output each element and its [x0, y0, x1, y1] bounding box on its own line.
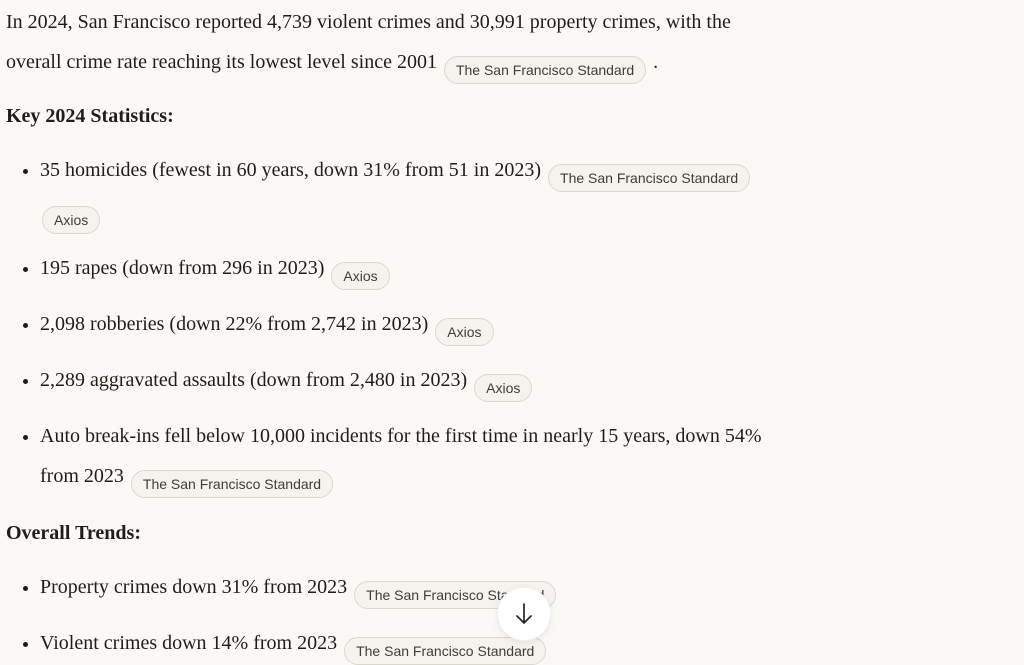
list-item-text: Violent crimes down 14% from 2023 [40, 632, 338, 654]
list-item-text: 2,289 aggravated assaults (down from 2,4… [40, 369, 468, 391]
list-item-text: 2,098 robberies (down 22% from 2,742 in … [40, 313, 429, 335]
intro-paragraph: In 2024, San Francisco reported 4,739 vi… [6, 2, 1004, 84]
citation-pill-sf-standard[interactable]: The San Francisco Standard [130, 470, 334, 498]
citation-pill-sf-standard[interactable]: The San Francisco Standard [344, 637, 547, 665]
list-item-assaults: 2,289 aggravated assaults (down from 2,4… [40, 360, 1004, 402]
list-item-homicides: 35 homicides (fewest in 60 years, down 3… [40, 150, 1004, 234]
list-item-text: 195 rapes (down from 296 in 2023) [40, 257, 325, 279]
citation-pill-sf-standard[interactable]: The San Francisco Standard [548, 164, 751, 192]
list-item-robberies: 2,098 robberies (down 22% from 2,742 in … [40, 304, 1004, 346]
citation-pill-axios[interactable]: Axios [435, 318, 494, 346]
intro-period: . [653, 51, 659, 73]
list-item-rapes: 195 rapes (down from 296 in 2023) Axios [40, 248, 1004, 290]
down-arrow-icon [512, 601, 536, 627]
citation-pill-axios[interactable]: Axios [331, 262, 390, 290]
overall-trends-heading: Overall Trends: [6, 522, 141, 544]
list-item-text-line2: from 2023 [40, 465, 124, 487]
citation-pill-sf-standard[interactable]: The San Francisco Standard [443, 56, 647, 84]
list-item-text: Property crimes down 31% from 2023 [40, 576, 348, 598]
list-item-auto-breakins: Auto break-ins fell below 10,000 inciden… [40, 416, 1004, 498]
list-item-text-line1: Auto break-ins fell below 10,000 inciden… [40, 425, 762, 447]
intro-text-line2: overall crime rate reaching its lowest l… [6, 51, 437, 73]
key-stats-heading: Key 2024 Statistics: [6, 105, 174, 127]
key-stats-list: 35 homicides (fewest in 60 years, down 3… [6, 150, 1004, 498]
intro-text-line1: In 2024, San Francisco reported 4,739 vi… [6, 11, 731, 33]
scroll-to-bottom-button[interactable] [497, 587, 551, 641]
citation-pill-axios[interactable]: Axios [42, 206, 101, 234]
citation-pill-axios[interactable]: Axios [474, 374, 533, 402]
list-item-text: 35 homicides (fewest in 60 years, down 3… [40, 159, 542, 181]
